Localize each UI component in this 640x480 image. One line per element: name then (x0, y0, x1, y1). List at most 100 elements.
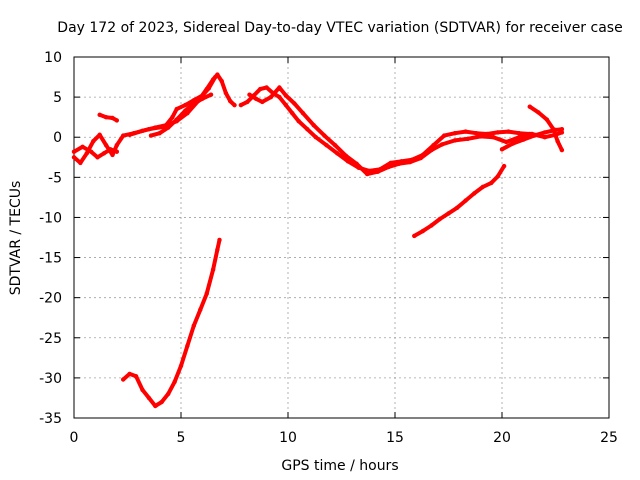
data-point (146, 395, 152, 401)
data-point (429, 147, 434, 153)
x-tick-label: 10 (279, 430, 297, 446)
data-point (159, 399, 164, 405)
data-point (296, 119, 301, 124)
x-tick-label: 5 (177, 430, 186, 446)
x-axis-label: GPS time / hours (281, 458, 398, 474)
data-point (183, 108, 188, 113)
data-point (290, 111, 295, 116)
y-tick-label: 5 (53, 90, 62, 106)
data-point (223, 90, 229, 96)
y-tick-label: 10 (44, 50, 62, 66)
data-point (103, 143, 109, 148)
y-tick-label: -20 (39, 291, 62, 307)
data-point (110, 115, 115, 121)
data-point (407, 159, 413, 165)
data-point (97, 132, 102, 137)
data-point (559, 147, 565, 153)
data-point (97, 112, 102, 118)
y-tick-label: -15 (39, 251, 62, 267)
data-point (148, 133, 154, 138)
data-point (108, 147, 113, 152)
data-point (103, 115, 109, 120)
data-point (365, 171, 370, 177)
data-point (110, 152, 115, 158)
data-point (463, 198, 468, 203)
data-point (305, 127, 310, 132)
data-point (495, 130, 500, 135)
data-point (204, 291, 209, 296)
data-point (114, 143, 120, 148)
data-point (516, 135, 522, 140)
data-point (206, 86, 211, 91)
data-point (559, 127, 565, 132)
data-point (491, 135, 496, 140)
data-point (551, 127, 556, 132)
data-point (191, 101, 196, 106)
grid (74, 57, 609, 418)
data-point (80, 144, 85, 149)
data-point (452, 131, 458, 136)
y-axis: 10 5 0 -5 -10 -15 -20 -25 -30 -35 (39, 50, 609, 427)
data-point (166, 391, 171, 397)
data-point (200, 96, 205, 101)
data-point (544, 117, 550, 122)
data-point (386, 164, 391, 170)
data-point (322, 133, 327, 138)
data-point (121, 133, 126, 138)
data-point (313, 135, 318, 140)
plot-frame (73, 56, 610, 419)
data-point (258, 86, 263, 92)
data-point (446, 211, 451, 216)
x-tick-label: 25 (600, 430, 618, 446)
data-point (95, 155, 100, 160)
data-point (217, 237, 222, 243)
series-arc-10 (412, 164, 507, 238)
data-point (210, 267, 216, 272)
data-point (499, 147, 505, 152)
data-point (172, 379, 177, 385)
data-point (542, 130, 547, 135)
y-tick-label: -35 (39, 411, 62, 427)
data-point (253, 96, 259, 101)
data-point (277, 94, 282, 100)
data-point (208, 92, 214, 97)
y-tick-label: 0 (53, 130, 62, 146)
data-point (442, 133, 447, 138)
data-point (247, 92, 252, 97)
data-point (198, 307, 203, 312)
data-point (474, 131, 479, 136)
data-point (88, 149, 94, 154)
y-tick-label: -5 (48, 170, 62, 186)
data-point (300, 111, 306, 116)
data-point (478, 134, 483, 139)
data-point (114, 149, 120, 154)
data-point (268, 94, 274, 100)
data-point (101, 151, 107, 156)
data-point (343, 153, 348, 158)
data-series (71, 72, 565, 409)
data-point (84, 151, 90, 156)
y-tick-label: -25 (39, 331, 62, 347)
data-point (489, 180, 494, 186)
chart-title: Day 172 of 2023, Sidereal Day-to-day VTE… (57, 20, 622, 36)
data-point (542, 135, 547, 140)
data-point (311, 123, 316, 128)
data-point (504, 139, 509, 145)
x-tick-label: 20 (493, 430, 511, 446)
data-point (437, 216, 443, 222)
data-point (153, 125, 158, 130)
data-point (510, 141, 515, 146)
data-point (238, 102, 244, 108)
data-point (501, 163, 507, 169)
data-point (215, 247, 220, 252)
data-point (495, 174, 500, 179)
data-point (191, 323, 196, 328)
data-point (375, 169, 381, 174)
data-point (185, 343, 190, 348)
data-point (114, 118, 120, 123)
data-point (418, 155, 423, 161)
data-point (472, 191, 477, 196)
data-point (245, 99, 250, 105)
data-point (121, 377, 126, 382)
data-point (555, 139, 560, 144)
